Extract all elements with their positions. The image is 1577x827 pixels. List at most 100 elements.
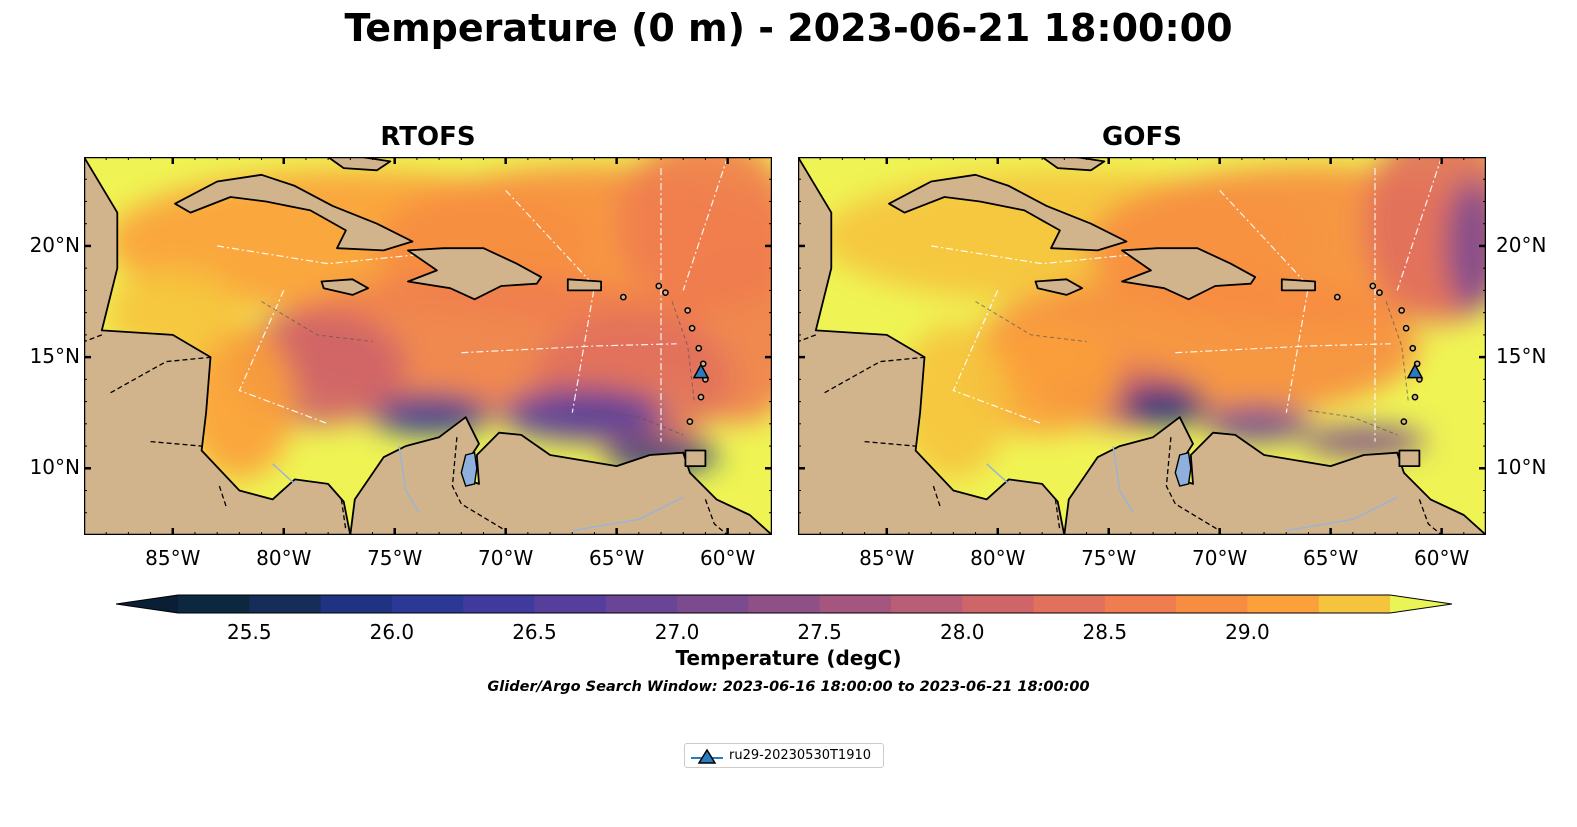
- country-border: [340, 499, 347, 531]
- colorbar-tick-label: 28.5: [1082, 620, 1128, 644]
- land-bahamas: [1041, 157, 1106, 172]
- river: [1286, 496, 1398, 532]
- colorbar-tick-label: 26.0: [369, 620, 415, 644]
- x-tick-label: 70°W: [478, 546, 534, 570]
- country-border: [1054, 499, 1061, 531]
- temperature-region: [501, 388, 666, 442]
- x-tick-label: 60°W: [1413, 546, 1470, 570]
- colorbar-tick-label: 27.0: [654, 620, 700, 644]
- temperature-region: [183, 323, 295, 480]
- land-jamaica: [320, 278, 370, 296]
- river: [1112, 445, 1134, 514]
- x-tick-label: 65°W: [1303, 546, 1359, 570]
- x-tick-label: 85°W: [145, 546, 201, 570]
- island: [1376, 289, 1383, 296]
- eez-boundary: [238, 290, 329, 425]
- bathymetry-contour: [1308, 410, 1398, 436]
- bathymetry-contour: [1385, 301, 1409, 402]
- eez-boundary: [682, 157, 729, 291]
- x-tick-label: 65°W: [589, 546, 645, 570]
- bathymetry-contour: [261, 301, 373, 343]
- land-puertoRico: [1280, 278, 1316, 292]
- x-tick-label: 60°W: [699, 546, 756, 570]
- temperature-region: [1204, 406, 1311, 442]
- country-border: [84, 334, 103, 343]
- country-border: [798, 334, 817, 343]
- colorbar-tick-label: 25.5: [227, 620, 272, 644]
- colorbar-segment: [463, 595, 535, 613]
- colorbar-segment: [1104, 595, 1177, 613]
- y-tick-label-right: 20°N: [1496, 232, 1547, 257]
- country-border: [150, 440, 202, 447]
- river: [986, 463, 1010, 485]
- island: [686, 418, 694, 425]
- island: [697, 393, 705, 401]
- colorbar-segment: [534, 595, 607, 613]
- land-trinidad: [684, 449, 707, 468]
- country-border: [1165, 437, 1221, 532]
- colorbar-outline: [116, 594, 1452, 614]
- colorbar-tick-label: 28.0: [939, 620, 985, 644]
- land-jamaica: [1034, 278, 1084, 296]
- land-bahamas: [327, 157, 392, 172]
- x-tick-label: 75°W: [367, 546, 423, 570]
- land-trinidad: [1398, 449, 1421, 468]
- legend-entry-glider: ru29-20230530T1910: [729, 748, 872, 763]
- search-window-note: Glider/Argo Search Window: 2023-06-16 18…: [487, 679, 1090, 695]
- y-tick-label-left: 20°N: [29, 232, 80, 257]
- colorbar-segment: [819, 595, 892, 613]
- island: [1402, 324, 1410, 332]
- lake-maracaibo: [1174, 451, 1192, 487]
- island: [1409, 344, 1417, 352]
- temperature-region: [1446, 179, 1486, 313]
- temperature-region: [897, 323, 1009, 480]
- colorbar-segment: [1318, 595, 1391, 613]
- glider-legend-icon: [691, 748, 723, 764]
- x-tick-label: 80°W: [970, 546, 1026, 570]
- colorbar-segment: [391, 595, 464, 613]
- land-cuba: [174, 173, 414, 252]
- country-border: [1418, 499, 1443, 535]
- bathymetry-contour: [594, 410, 684, 436]
- land-hispaniola: [407, 247, 543, 301]
- land-centralAmerica: [798, 157, 1066, 535]
- country-border: [451, 437, 507, 532]
- map-frame: [84, 157, 772, 535]
- eez-boundary: [1396, 157, 1443, 291]
- river: [398, 445, 420, 514]
- bathymetry-contour: [975, 301, 1087, 343]
- country-border: [932, 485, 941, 507]
- island: [1333, 293, 1341, 301]
- lake-maracaibo: [460, 451, 478, 487]
- bathymetry-contour: [671, 301, 695, 402]
- colorbar-segment: [1176, 595, 1248, 613]
- island: [655, 282, 663, 290]
- island: [1411, 393, 1419, 401]
- country-border: [704, 499, 729, 535]
- glider-marker: [692, 363, 710, 379]
- island: [1369, 282, 1377, 290]
- panel-title-rtofs: RTOFS: [380, 122, 476, 152]
- x-tick-label: 85°W: [859, 546, 915, 570]
- country-border: [218, 485, 227, 507]
- island: [1398, 307, 1406, 314]
- map-frame: [798, 157, 1486, 535]
- colorbar-segment: [748, 595, 821, 613]
- legend: ru29-20230530T1910: [684, 743, 884, 768]
- island: [688, 324, 696, 332]
- figure-title: Temperature (0 m) - 2023-06-21 18:00:00: [344, 6, 1233, 50]
- colorbar-tick-label: 29.0: [1225, 620, 1270, 644]
- colorbar-segment: [249, 595, 322, 613]
- colorbar-label: Temperature (degC): [675, 646, 902, 670]
- colorbar-segment: [178, 595, 250, 613]
- colorbar-segment: [1247, 595, 1320, 613]
- island: [662, 289, 669, 296]
- y-tick-label-right: 10°N: [1496, 455, 1547, 480]
- temperature-region: [1119, 386, 1209, 427]
- land-hispaniola: [1121, 247, 1257, 301]
- colorbar-segment: [890, 595, 963, 613]
- colorbar-segment: [605, 595, 678, 613]
- y-tick-label-left: 10°N: [29, 455, 80, 480]
- island: [695, 344, 703, 352]
- eez-boundary: [931, 245, 1131, 265]
